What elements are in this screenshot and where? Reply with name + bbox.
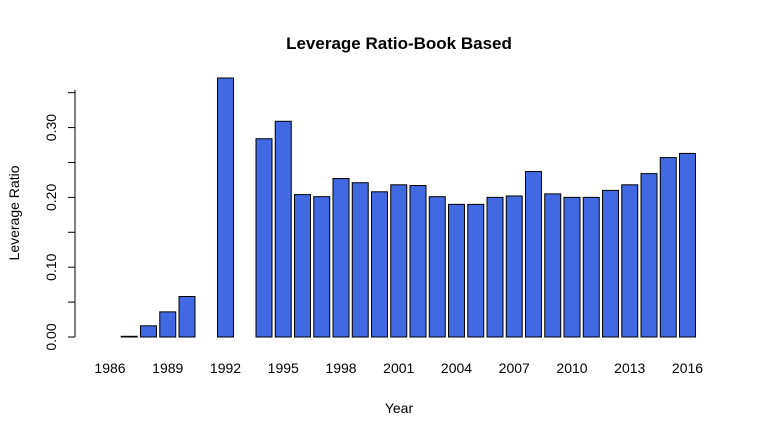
y-tick-label: 0.30 — [43, 114, 59, 141]
x-tick-label: 1989 — [152, 360, 183, 376]
bar-2014 — [640, 173, 658, 338]
chart-title: Leverage Ratio-Book Based — [286, 34, 512, 53]
bar-2008 — [525, 171, 542, 338]
bar-1996 — [294, 194, 311, 338]
x-tick-label: 2010 — [556, 360, 587, 376]
bar-2003 — [428, 196, 446, 338]
x-tick-label: 2004 — [441, 360, 472, 376]
bar-2004 — [448, 203, 465, 338]
x-tick-label: 2016 — [672, 360, 703, 376]
bar-1987 — [120, 335, 138, 338]
bar-2012 — [602, 189, 619, 338]
y-tick-label: 0.10 — [43, 253, 59, 280]
bar-1999 — [351, 182, 369, 338]
bar-1988 — [140, 325, 157, 338]
bars-group — [120, 77, 696, 338]
bar-2001 — [390, 184, 408, 338]
x-tick-label: 1992 — [210, 360, 241, 376]
bar-1995 — [274, 120, 292, 338]
bar-2006 — [486, 196, 504, 338]
x-tick-label: 1995 — [268, 360, 299, 376]
bar-2011 — [582, 196, 600, 338]
bar-2005 — [467, 203, 485, 338]
x-tick-label: 2001 — [383, 360, 414, 376]
bar-2002 — [409, 185, 427, 338]
bar-2007 — [505, 195, 523, 338]
bar-1989 — [159, 311, 177, 338]
y-tick-label: 0.20 — [43, 184, 59, 211]
bar-1990 — [178, 296, 196, 338]
bar-1994 — [255, 138, 273, 338]
bar-2016 — [679, 152, 696, 338]
y-ticks-group: 0.00 0.10 0.20 0.30 — [43, 92, 75, 351]
x-tick-label: 2013 — [614, 360, 645, 376]
bar-2009 — [544, 193, 562, 338]
bar-2013 — [621, 184, 639, 338]
x-tick-label: 1986 — [94, 360, 125, 376]
bar-2015 — [659, 157, 677, 338]
bar-1997 — [313, 196, 331, 338]
bar-1998 — [332, 178, 350, 338]
bar-2000 — [371, 191, 388, 338]
x-ticks-group: 1986 1989 1992 1995 1998 2001 2004 2007 2010 2013… — [94, 360, 703, 376]
x-tick-label: 2007 — [499, 360, 530, 376]
x-axis-label: Year — [385, 400, 414, 416]
y-axis-label: Leverage Ratio — [6, 165, 22, 260]
x-tick-label: 1998 — [325, 360, 356, 376]
bar-1992 — [217, 77, 234, 338]
bar-2010 — [563, 196, 581, 338]
y-tick-label: 0.00 — [43, 323, 59, 350]
